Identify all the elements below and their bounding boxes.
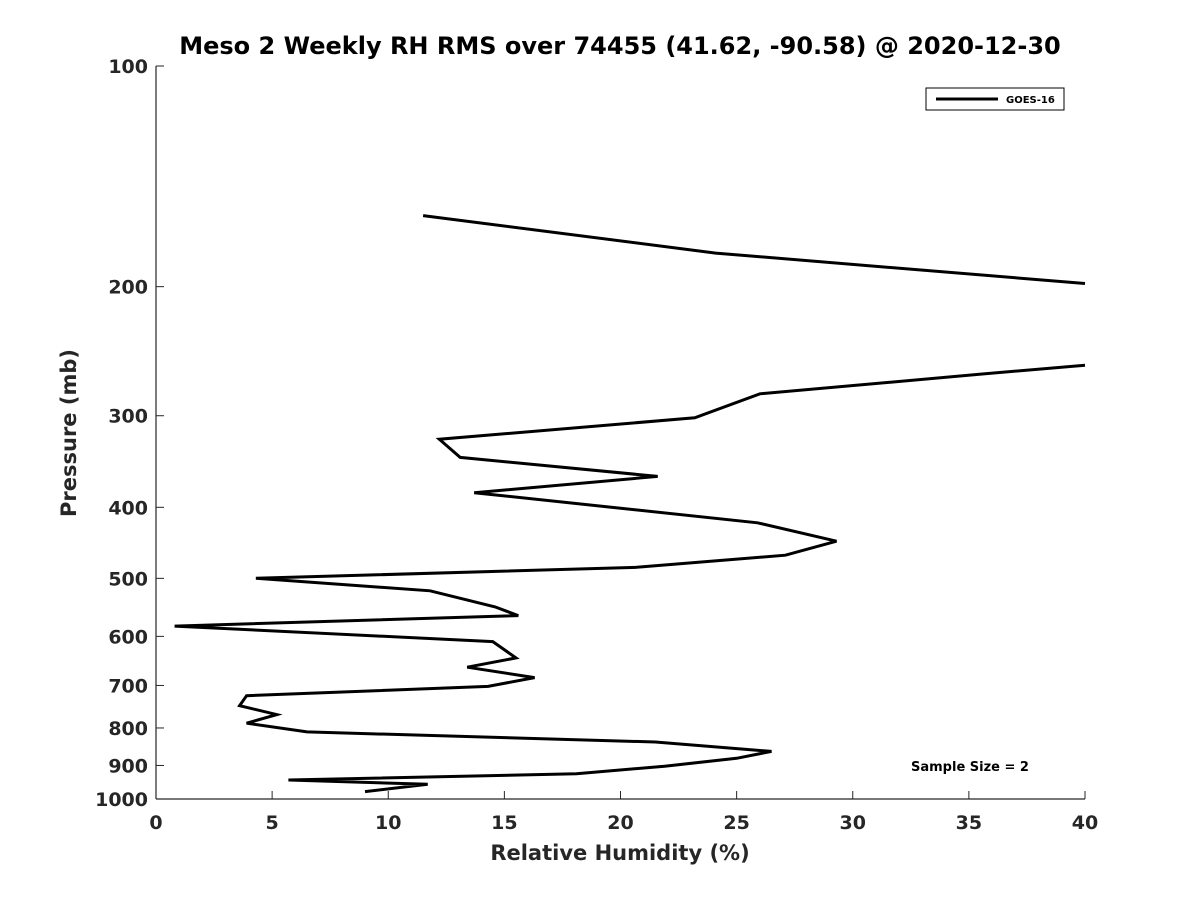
series-line-goes-16-segment-2: [174, 363, 1086, 794]
x-tick-label: 30: [840, 812, 866, 834]
x-ticks: 0 5 10 15 20 25 30 35 40: [149, 791, 1098, 834]
x-tick-label: 15: [491, 812, 517, 834]
sample-size-annotation: Sample Size = 2: [911, 760, 1029, 775]
x-tick-label: 5: [266, 812, 279, 834]
y-tick-label: 800: [108, 718, 148, 740]
y-axis-label: Pressure (mb): [57, 349, 81, 517]
y-tick-label: 300: [108, 406, 148, 428]
x-tick-label: 35: [956, 812, 982, 834]
legend-label-goes-16: GOES-16: [1006, 95, 1055, 106]
series-group: [174, 214, 1086, 794]
y-tick-label: 1000: [95, 789, 148, 811]
plot-area: 0 5 10 15 20 25 30 35 40 100 200 300 400 500 600 700 80…: [95, 56, 1098, 834]
x-axis-label: Relative Humidity (%): [490, 841, 749, 865]
y-tick-label: 900: [108, 755, 148, 777]
y-tick-label: 500: [108, 568, 148, 590]
y-ticks: 100 200 300 400 500 600 700 800 900 1000: [95, 56, 164, 811]
chart-title: Meso 2 Weekly RH RMS over 74455 (41.62, …: [179, 32, 1061, 60]
x-tick-label: 25: [723, 812, 749, 834]
y-tick-label: 200: [108, 277, 148, 299]
series-line-goes-16-segment-1: [422, 214, 1086, 285]
legend: GOES-16: [925, 87, 1065, 111]
x-tick-label: 40: [1072, 812, 1098, 834]
y-tick-label: 100: [108, 56, 148, 78]
y-tick-label: 700: [108, 675, 148, 697]
x-tick-label: 10: [375, 812, 401, 834]
x-tick-label: 20: [607, 812, 633, 834]
x-tick-label: 0: [149, 812, 162, 834]
y-tick-label: 600: [108, 626, 148, 648]
y-tick-label: 400: [108, 497, 148, 519]
